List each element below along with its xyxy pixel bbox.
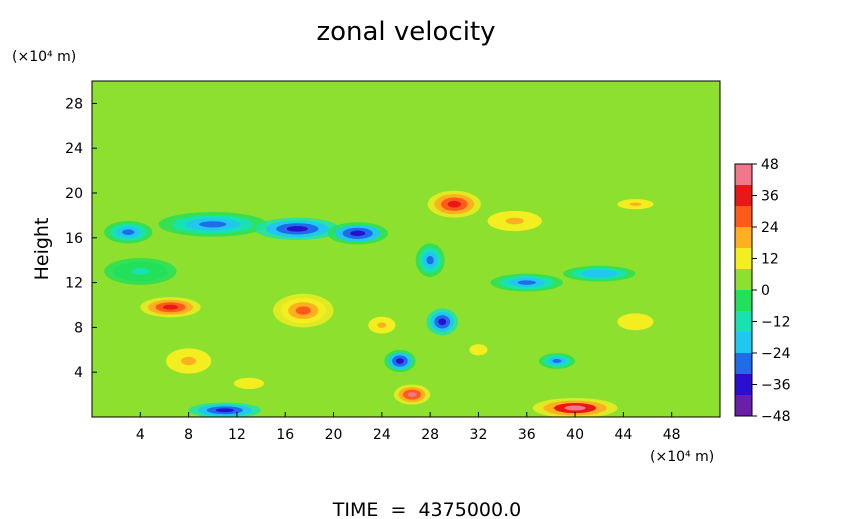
x-tick-label: 32: [470, 427, 488, 443]
y-axis-label: Height: [31, 218, 53, 281]
x-tick-label: 48: [663, 427, 681, 443]
heatmap-feature: [273, 293, 334, 328]
x-tick-label: 20: [325, 427, 343, 443]
chart-title: zonal velocity: [316, 17, 495, 47]
heatmap-feature: [393, 384, 431, 405]
x-tick-label: 12: [228, 427, 246, 443]
heatmap-feature: [384, 349, 416, 373]
x-tick-label: 4: [136, 427, 145, 443]
heatmap-feature: [158, 212, 268, 237]
colorbar-tick-label: −48: [761, 409, 791, 425]
colorbar-tick-label: 48: [761, 157, 779, 173]
heatmap-feature: [538, 353, 576, 369]
plot-frame: [91, 80, 721, 418]
y-tick-label: 28: [65, 96, 83, 112]
colorbar-tick-label: −12: [761, 315, 791, 331]
heatmap-feature: [442, 327, 515, 373]
heatmap-feature: [426, 308, 458, 336]
colorbar-tick-label: −24: [761, 346, 791, 362]
x-tick-label: 28: [421, 427, 439, 443]
x-tick-label: 8: [184, 427, 193, 443]
x-tick-label: 40: [566, 427, 584, 443]
x-tick-label: 36: [518, 427, 536, 443]
colorbar-tick-label: 24: [761, 220, 779, 236]
y-tick-label: 24: [65, 141, 83, 157]
x-tick-label: 16: [276, 427, 294, 443]
heatmap-feature: [478, 207, 551, 235]
heatmap-feature: [104, 221, 153, 244]
heatmap-feature: [563, 265, 636, 282]
y-tick-label: 16: [65, 231, 83, 247]
heatmap-feature: [599, 305, 672, 339]
y-tick-label: 4: [74, 365, 83, 381]
heatmap-feature: [218, 372, 280, 395]
heatmap-feature: [104, 257, 177, 285]
colorbar: [734, 163, 753, 417]
y-unit-label: (×10⁴ m): [12, 49, 76, 65]
upper-layer-band: [92, 81, 720, 196]
y-tick-label: 12: [65, 276, 83, 292]
heatmap-feature: [415, 243, 445, 277]
x-tick-label: 44: [614, 427, 632, 443]
heatmap-feature: [255, 217, 340, 241]
heatmap-feature: [611, 197, 660, 211]
y-tick-label: 20: [65, 186, 83, 202]
x-tick-label: 24: [373, 427, 391, 443]
heatmap-feature: [363, 313, 400, 337]
heatmap-feature: [490, 273, 563, 292]
colorbar-tick-label: 0: [761, 283, 770, 299]
heatmap-feature: [188, 402, 262, 417]
heatmap-feature: [140, 297, 201, 318]
heatmap-feature: [327, 222, 388, 245]
time-footer: TIME = 4375000.0: [332, 499, 521, 519]
heatmap-feature: [158, 344, 219, 378]
x-unit-label: (×10⁴ m): [650, 449, 714, 465]
colorbar-tick-label: 12: [761, 252, 779, 268]
y-tick-label: 8: [74, 320, 83, 336]
heatmap-feature: [427, 190, 481, 218]
heatmap-plot-area: [92, 81, 720, 417]
colorbar-tick-label: 36: [761, 189, 779, 205]
colorbar-tick-label: −36: [761, 378, 791, 394]
heatmap-feature: [532, 397, 618, 417]
